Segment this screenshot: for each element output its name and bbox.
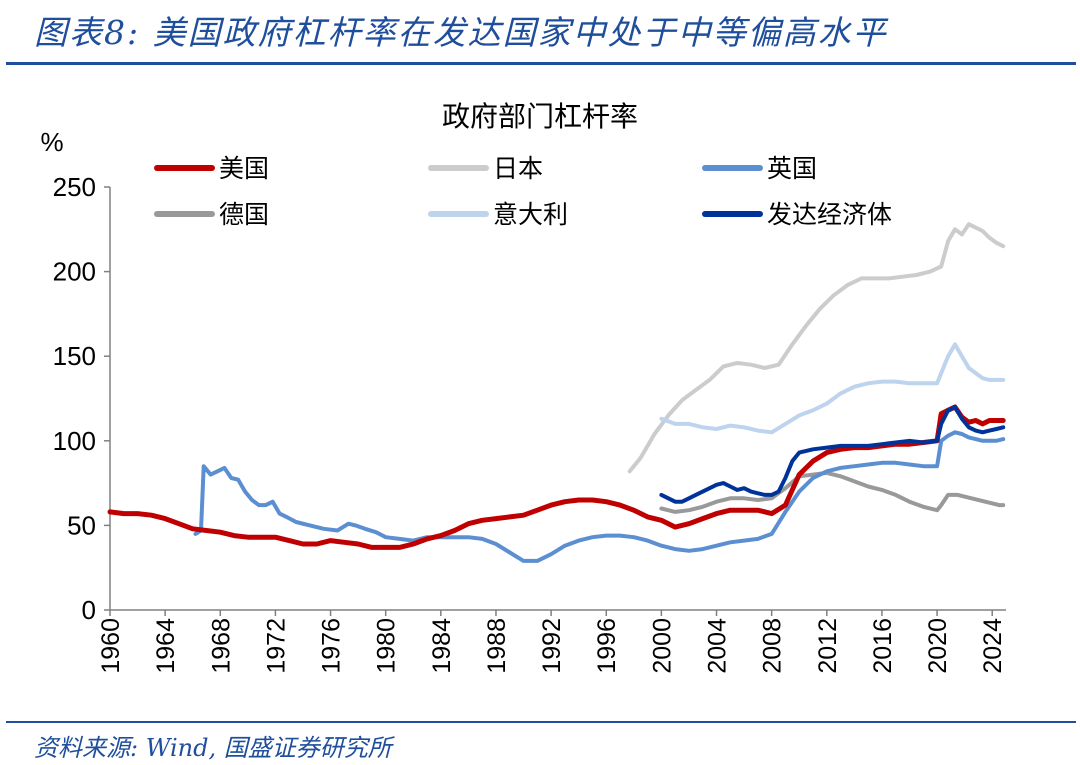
series-layer bbox=[107, 222, 1006, 563]
x-tick-label: 1964 bbox=[152, 618, 180, 674]
y-tick-label: 50 bbox=[67, 510, 96, 540]
x-tick-label: 1968 bbox=[207, 618, 235, 674]
x-tick-label: 2024 bbox=[979, 618, 1007, 674]
legend-label: 美国 bbox=[219, 154, 269, 183]
x-tick-label: 2004 bbox=[704, 618, 732, 674]
x-tick-label: 2016 bbox=[869, 618, 897, 674]
legend-item-us: 美国 bbox=[154, 154, 269, 183]
legend-item-advanced: 发达经济体 bbox=[702, 200, 892, 229]
axes: 0 50 100 150 200 250 1960 1964 1968 1972 1976 1980 1… bbox=[53, 172, 1008, 674]
legend-label: 日本 bbox=[493, 154, 543, 183]
series-line-italy bbox=[659, 342, 1006, 435]
figure-title: 图表8: 美国政府杠杆率在发达国家中处于中等偏高水平 bbox=[34, 13, 888, 52]
y-tick-label: 0 bbox=[82, 595, 96, 625]
y-tick-label: 100 bbox=[53, 426, 96, 456]
x-tick-label: 2000 bbox=[648, 618, 676, 674]
x-tick-label: 1992 bbox=[538, 618, 566, 674]
x-tick-label: 2008 bbox=[759, 618, 787, 674]
chart-title: 政府部门杠杆率 bbox=[442, 100, 638, 133]
x-tick-label: 1980 bbox=[373, 618, 401, 674]
legend-item-italy: 意大利 bbox=[428, 200, 568, 229]
x-tick-label: 1984 bbox=[428, 618, 456, 674]
footer-divider bbox=[6, 721, 1076, 723]
title-divider bbox=[6, 62, 1076, 65]
series-line-uk bbox=[193, 430, 1006, 563]
y-tick-label: 200 bbox=[53, 257, 96, 287]
series-line-japan bbox=[627, 222, 1006, 474]
x-tick-label: 1976 bbox=[318, 618, 346, 674]
series-line-advanced bbox=[659, 405, 1006, 504]
legend-item-germany: 德国 bbox=[154, 200, 269, 229]
y-axis-unit: % bbox=[40, 127, 63, 157]
chart-canvas: 政府部门杠杆率 % 0 50 100 150 200 250 1960 1964 1968 197… bbox=[40, 100, 1008, 674]
x-tick-label: 1988 bbox=[483, 618, 511, 674]
x-tick-label: 1960 bbox=[97, 618, 125, 674]
series-line-germany bbox=[659, 470, 1006, 514]
x-tick-label: 2012 bbox=[814, 618, 842, 674]
legend-item-uk: 英国 bbox=[702, 154, 817, 183]
legend-label: 发达经济体 bbox=[767, 200, 892, 229]
series-line-us bbox=[107, 404, 1006, 550]
legend-label: 德国 bbox=[219, 200, 269, 229]
legend-label: 意大利 bbox=[493, 200, 568, 229]
legend-label: 英国 bbox=[767, 154, 817, 183]
source-note: 资料来源: Wind, 国盛证券研究所 bbox=[34, 734, 392, 762]
y-tick-label: 150 bbox=[53, 341, 96, 371]
legend-item-japan: 日本 bbox=[428, 154, 543, 183]
x-tick-label: 1996 bbox=[593, 618, 621, 674]
y-tick-label: 250 bbox=[53, 172, 96, 202]
x-tick-label: 1972 bbox=[262, 618, 290, 674]
x-tick-label: 2020 bbox=[924, 618, 952, 674]
